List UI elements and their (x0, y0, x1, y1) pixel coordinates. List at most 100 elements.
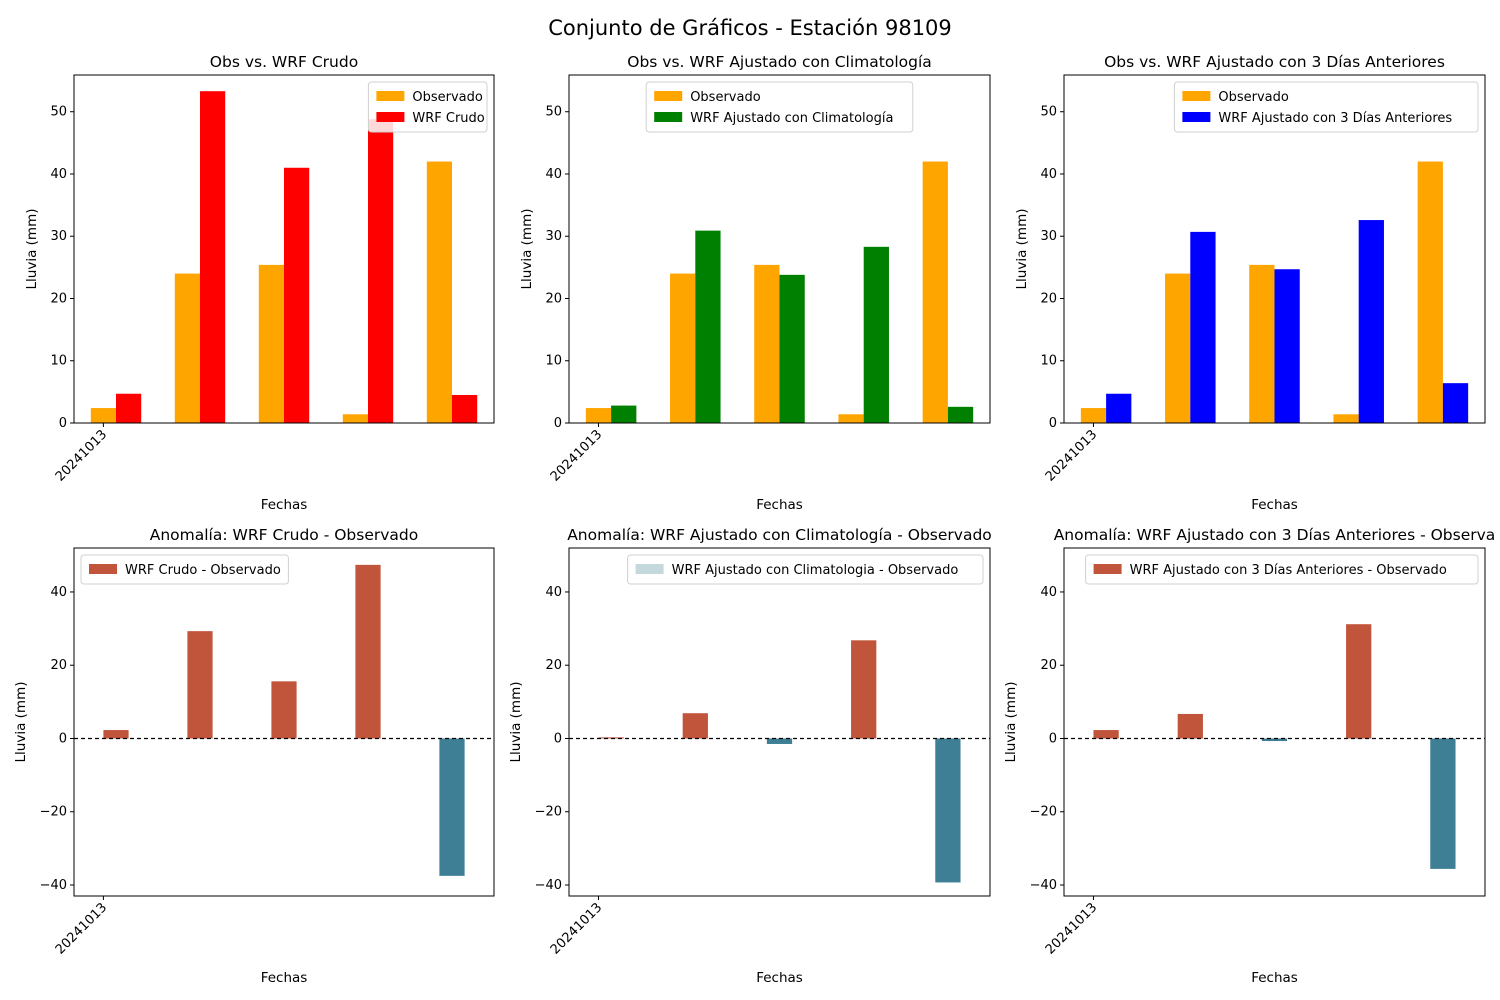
subplot-2: 0 10 20 30 40 50 20241013 Obs vs. WRF Ajustado … (519, 53, 991, 513)
y-tick-label: 0 (1049, 416, 1057, 431)
y-tick-label: 30 (545, 229, 562, 244)
bar-observado-3 (258, 264, 284, 423)
bar-wrf-5 (947, 406, 974, 423)
legend-label: WRF Ajustado con Climatología (690, 111, 893, 126)
bar-observado-2 (174, 273, 200, 423)
anomaly-bar-4 (355, 564, 381, 739)
y-tick-label: 0 (1049, 731, 1057, 746)
y-tick-label: −40 (535, 878, 562, 893)
subplot-title: Anomalía: WRF Ajustado con Climatología … (567, 526, 992, 544)
y-tick-label: 20 (50, 658, 67, 673)
y-tick-label: 40 (545, 585, 562, 600)
subplot-6: −40 −20 0 20 40 20241013 Anomalía: WRF Ajustad… (1003, 526, 1495, 986)
y-tick-label: 0 (59, 416, 67, 431)
bar-wrf-1 (1106, 393, 1132, 423)
legend: Observado WRF Ajustado con Climatología (645, 81, 914, 133)
subplot-4: −40 −20 0 20 40 20241013 Anomalía: WRF Crudo -… (13, 526, 495, 986)
x-tick-label: 20241013 (548, 427, 605, 484)
bar-wrf-3 (1274, 269, 1300, 423)
y-tick-label: 20 (50, 291, 67, 306)
y-axis-label: Lluvia (mm) (508, 682, 524, 763)
anomaly-bar-5 (935, 738, 961, 883)
y-tick-label: −40 (40, 878, 67, 893)
y-axis-label: Lluvia (mm) (519, 209, 535, 290)
y-tick-label: −20 (535, 805, 562, 820)
bar-wrf-1 (116, 393, 142, 423)
legend-box (1085, 554, 1479, 585)
y-tick-label: 50 (1040, 105, 1057, 120)
anomaly-bar-2 (187, 631, 213, 739)
legend-swatch (654, 91, 683, 101)
bar-wrf-3 (284, 167, 310, 423)
bar-wrf-2 (695, 230, 721, 423)
bar-wrf-5 (1442, 383, 1469, 423)
subplot-5: −40 −20 0 20 40 20241013 Anomalía: WRF Ajustad… (508, 526, 992, 986)
x-tick-label: 20241013 (53, 427, 110, 484)
y-tick-label: 50 (545, 105, 562, 120)
legend: Observado WRF Crudo (367, 81, 488, 133)
bar-wrf-4 (863, 246, 889, 423)
x-axis-label: Fechas (261, 497, 308, 513)
x-axis-label: Fechas (1251, 497, 1298, 513)
y-tick-label: 0 (554, 731, 562, 746)
y-tick-label: 40 (545, 167, 562, 182)
legend-label: WRF Crudo (412, 111, 484, 126)
bar-observado-2 (1165, 273, 1191, 423)
legend-label: WRF Crudo - Observado (125, 563, 281, 578)
bar-wrf-1 (611, 405, 637, 423)
bar-observado-4 (838, 414, 864, 423)
bar-observado-5 (922, 161, 948, 424)
bar-observado-1 (1080, 408, 1107, 423)
legend-swatch (89, 564, 117, 574)
axes-frame (1063, 547, 1486, 897)
y-tick-label: 10 (1040, 354, 1057, 369)
axes-frame (73, 547, 495, 897)
y-tick-label: 30 (1040, 229, 1057, 244)
y-tick-label: 10 (545, 354, 562, 369)
legend: WRF Crudo - Observado (80, 554, 289, 585)
y-axis-label: Lluvia (mm) (24, 209, 40, 290)
legend: WRF Ajustado con Climatologia - Observad… (627, 554, 984, 585)
legend-box (645, 81, 914, 133)
y-tick-label: −20 (1030, 805, 1057, 820)
x-tick-label: 20241013 (1043, 427, 1100, 484)
y-axis-label: Lluvia (mm) (1003, 682, 1019, 763)
bar-observado-4 (342, 414, 368, 423)
x-axis-label: Fechas (756, 497, 803, 513)
legend: WRF Ajustado con 3 Días Anteriores - Obs… (1085, 554, 1479, 585)
y-tick-label: 40 (1040, 585, 1057, 600)
y-tick-label: −20 (40, 805, 67, 820)
y-tick-label: 10 (50, 354, 67, 369)
x-tick-label: 20241013 (548, 900, 605, 957)
anomaly-bar-1 (1093, 730, 1119, 739)
subplot-3: 0 10 20 30 40 50 20241013 Obs vs. WRF Ajustado … (1014, 53, 1486, 513)
legend-label: Observado (412, 90, 483, 105)
bar-observado-3 (1249, 264, 1275, 423)
legend-label: WRF Ajustado con 3 Días Anteriores (1218, 111, 1452, 126)
x-tick-label: 20241013 (1043, 900, 1100, 957)
bar-observado-2 (670, 273, 696, 423)
anomaly-bar-3 (1261, 738, 1288, 742)
legend-swatch (376, 112, 405, 122)
y-tick-label: 30 (50, 229, 67, 244)
axes-frame (568, 74, 991, 424)
x-axis-label: Fechas (756, 970, 803, 986)
figure-title: Conjunto de Gráficos - Estación 98109 (548, 16, 952, 40)
legend-swatch (1182, 91, 1211, 101)
bar-wrf-4 (368, 119, 394, 424)
legend: Observado WRF Ajustado con 3 Días Anterio… (1173, 81, 1479, 133)
anomaly-bar-2 (1177, 713, 1203, 739)
anomaly-bar-5 (1430, 738, 1456, 869)
bar-wrf-2 (200, 91, 226, 424)
x-tick-label: 20241013 (53, 900, 110, 957)
legend-swatch (654, 112, 683, 122)
legend-label: Observado (690, 90, 761, 105)
legend-swatch (635, 564, 664, 574)
y-tick-label: 20 (545, 658, 562, 673)
bar-wrf-2 (1190, 231, 1216, 423)
subplot-title: Anomalía: WRF Crudo - Observado (150, 526, 419, 544)
bar-wrf-3 (779, 274, 805, 423)
y-tick-label: 40 (1040, 167, 1057, 182)
y-tick-label: −40 (1030, 878, 1057, 893)
subplot-title: Obs vs. WRF Ajustado con 3 Días Anterior… (1104, 53, 1445, 71)
